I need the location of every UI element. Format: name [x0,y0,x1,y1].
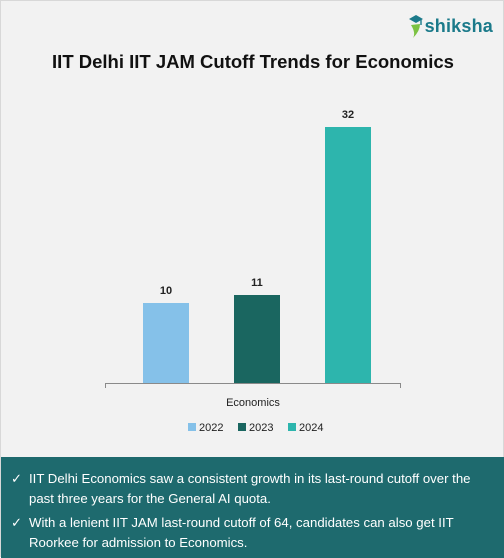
bar-2022 [143,303,189,383]
chart-title: IIT Delhi IIT JAM Cutoff Trends for Econ… [52,51,454,72]
legend-swatch-2024 [288,423,296,431]
legend-label-2024: 2024 [299,422,323,434]
data-label-2022: 10 [160,285,172,297]
note-item: ✓ IIT Delhi Economics saw a consistent gr… [11,469,495,509]
data-label-2023: 11 [251,277,263,289]
bar-2023 [234,295,280,383]
notes-panel: ✓ IIT Delhi Economics saw a consistent gr… [1,457,504,558]
note-item: ✓ With a lenient IIT JAM last-round cutof… [11,513,495,553]
legend-swatch-2023 [238,423,246,431]
category-label: Economics [226,397,280,409]
bar-chart: 10 11 32 Economics 2022 2023 2024 [105,109,401,434]
legend-swatch-2022 [188,423,196,431]
logo-text: shiksha [424,15,493,36]
check-icon: ✓ [11,471,23,486]
note-text: IIT Delhi Economics saw a consistent gro… [29,471,471,506]
bar-2024 [325,127,371,383]
notes-list: ✓ IIT Delhi Economics saw a consistent gr… [11,469,495,553]
check-icon: ✓ [11,515,23,530]
graduation-cap-icon [408,15,423,38]
note-text: With a lenient IIT JAM last-round cutoff… [29,515,454,550]
shiksha-logo[interactable]: shiksha [408,13,493,39]
legend-label-2023: 2023 [249,422,273,434]
legend-label-2022: 2022 [199,422,223,434]
data-label-2024: 32 [342,109,354,121]
